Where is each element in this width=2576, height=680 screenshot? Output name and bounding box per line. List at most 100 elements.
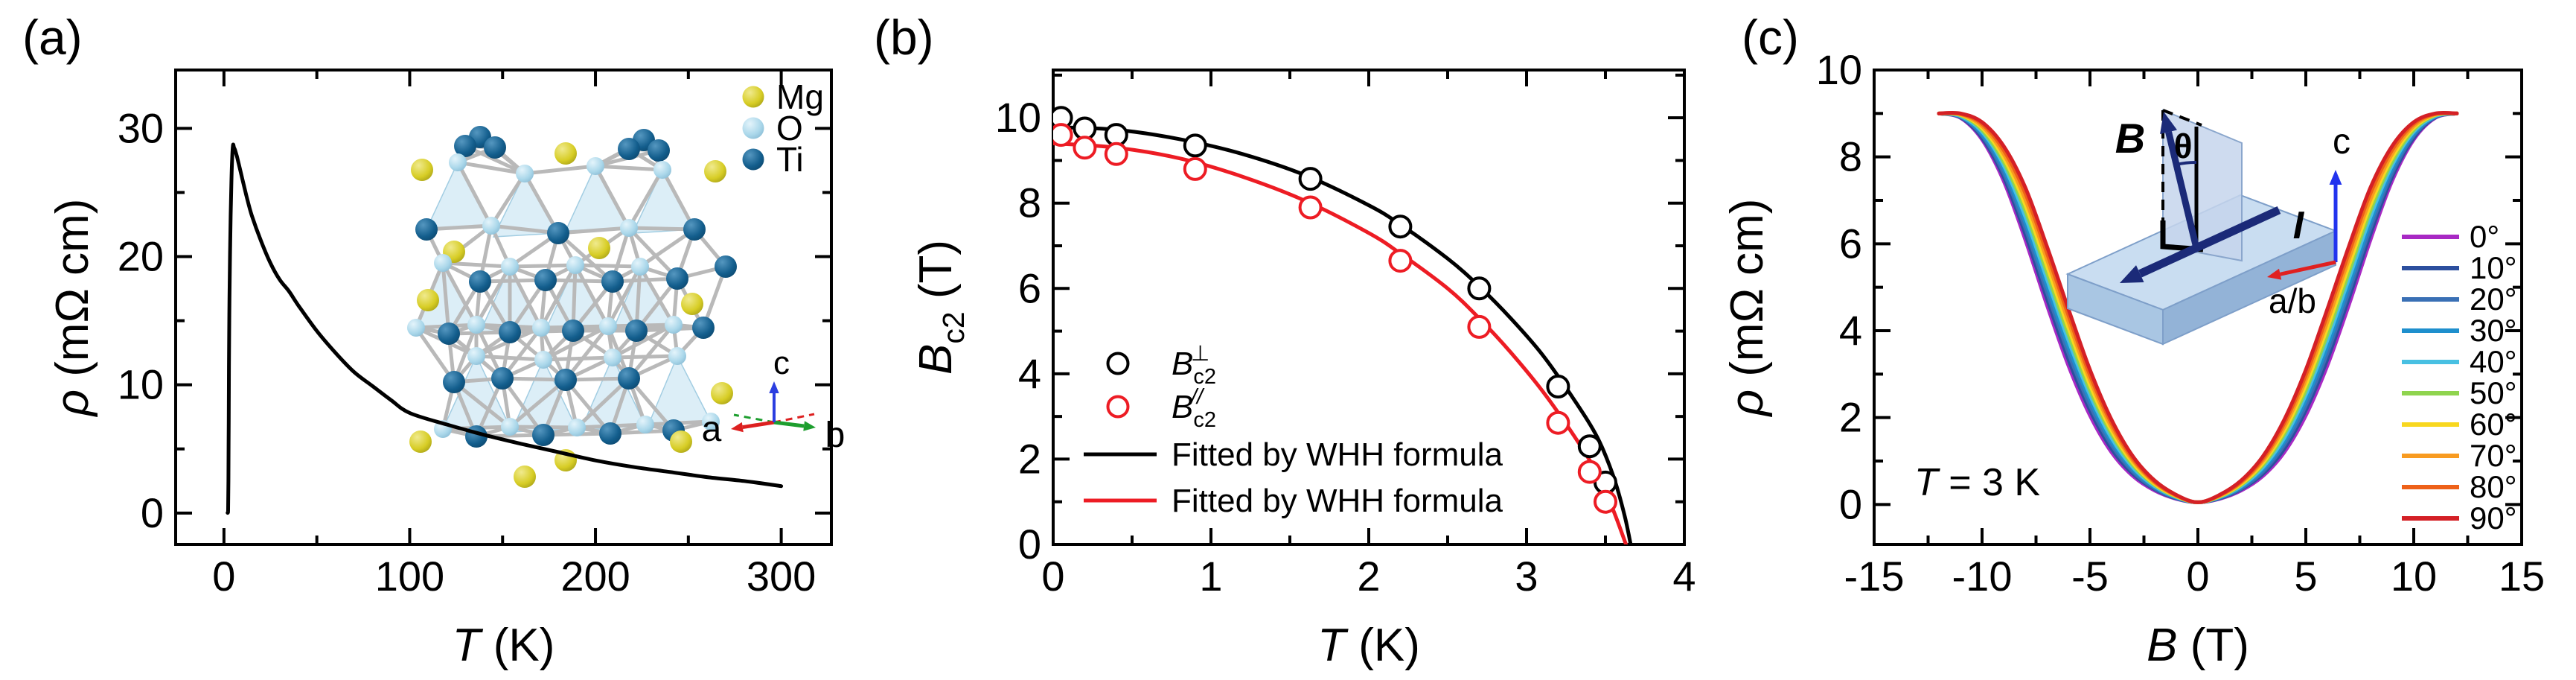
Bc2-perp-data-point: [1546, 375, 1570, 398]
Bc2-par-data-points: [1053, 123, 1617, 514]
atom-O: [467, 316, 485, 334]
c-x-tick-label: -15: [1844, 553, 1905, 600]
atom-O: [702, 413, 720, 430]
bc2-legend: Bc2⊥Bc2// Fitted by WHH formula Fitted by …: [1084, 342, 1503, 519]
b-y-tick-label: 0: [1018, 521, 1041, 568]
Bc2-par-data-point: [1053, 123, 1073, 147]
atom-O: [620, 219, 638, 237]
atom-Ti: [625, 320, 648, 342]
atom-O: [665, 316, 683, 334]
atom-Ti: [547, 222, 569, 244]
atom-Ti: [618, 367, 640, 390]
atom-Ti: [532, 424, 554, 446]
atom-O: [516, 165, 534, 182]
panel-c-label: (c): [1742, 10, 1799, 65]
panel-b: (b) 0 1 2 3 4 0 2 4 6 8 10 T (K) Bc2 (T) Bc2⊥ Bc2// Fit…: [856, 0, 1719, 680]
c-axis-label: c: [2333, 122, 2350, 162]
c-axis-label: c: [773, 345, 790, 381]
b-x-tick-label: 1: [1199, 553, 1222, 600]
ab-axis-label: a/b: [2269, 282, 2316, 320]
b-x-axis-label: T (K): [1317, 620, 1420, 671]
atom-Ti: [666, 267, 688, 290]
atom-Ti: [554, 369, 577, 391]
Bc2-par-data-point: [1388, 249, 1413, 273]
atom-O: [599, 317, 617, 335]
legend-marker-Mg: [742, 86, 764, 108]
c-y-tick-label: 4: [1839, 307, 1862, 354]
a-y-axis-label: ρ (mΩ cm): [47, 199, 98, 418]
c-axis-arrow: [769, 381, 779, 422]
angle-legend: 0°10°20°30°40°50°60°70°80°90°: [2402, 219, 2517, 536]
atom-O: [566, 256, 584, 274]
c-y-tick-label: 8: [1839, 133, 1862, 180]
field-label: B: [2115, 115, 2145, 162]
Bc2-perp-data-point: [1298, 167, 1323, 191]
c-series: [1937, 110, 2459, 504]
a-x-tick-label: 200: [560, 553, 630, 600]
atom-Ti: [484, 136, 506, 159]
crystal-axes-indicator: a bc: [702, 345, 846, 455]
atom-Ti: [683, 218, 706, 241]
a-axis-arrow: [731, 420, 775, 433]
atom-Mg: [554, 142, 577, 165]
polyhedra: [415, 161, 712, 433]
legend-label-80°: 80°: [2470, 469, 2517, 504]
atom-O: [434, 254, 452, 272]
a-x-tick-label: 100: [375, 553, 444, 600]
a-x-tick-label: 300: [747, 553, 816, 600]
crystal-structure-inset: [407, 126, 737, 488]
rho-vs-T-curve: [226, 142, 784, 515]
a-y-tick-label: 10: [118, 361, 164, 408]
legend-label-Ti: Ti: [776, 140, 804, 179]
Bc2-par-data-point: [1073, 136, 1097, 160]
atom-Ti: [692, 317, 715, 339]
Bc2-par-data-point: [1577, 460, 1602, 484]
field-arrow: [2160, 112, 2200, 250]
atom-O: [653, 161, 671, 179]
legend-label-30°: 30°: [2470, 313, 2517, 348]
legend-entry-label: Fitted by WHH formula: [1172, 483, 1503, 519]
atom-Mg: [681, 293, 703, 315]
atom-O: [501, 258, 519, 276]
panel-a-label: (a): [22, 10, 83, 65]
atom-Mg: [588, 237, 610, 259]
atom-Ti: [454, 135, 476, 157]
angle-90-curve: [1937, 110, 2459, 504]
legend-label-Mg: Mg: [776, 77, 824, 116]
atom-Ti: [438, 322, 460, 345]
c-x-tick-label: -10: [1952, 553, 2013, 600]
a-tick-labels: 0 100 200 300 0 10 20 30: [118, 104, 816, 600]
b-ticks: [1052, 70, 1686, 546]
current-label: I: [2293, 204, 2305, 247]
legend-label-50°: 50°: [2470, 375, 2517, 410]
panel-c-chart: -15 -10 -5 0 5 10 15 0 2 4 6 8 10 B (T) ρ (mΩ cm) 0°10°…: [1722, 46, 2545, 671]
Bc2-perp-data-point: [1183, 133, 1207, 158]
legend-label-70°: 70°: [2470, 438, 2517, 473]
atom-Ti: [443, 371, 465, 393]
c-x-tick-label: 10: [2391, 553, 2437, 600]
panel-c: (c) -15 -10 -5 0 5 10 15 0 2 4 6 8 10 B (T) ρ (mΩ cm) 0…: [1719, 0, 2576, 680]
c-y-tick-label: 0: [1839, 480, 1862, 527]
atom-Mg: [411, 159, 433, 181]
c-y-tick-label: 6: [1839, 220, 1862, 267]
legend-label-40°: 40°: [2470, 344, 2517, 379]
theta-label: θ: [2174, 127, 2193, 165]
atom-O: [482, 217, 500, 235]
a-axis-label: a: [702, 410, 722, 449]
legend-label-10°: 10°: [2470, 250, 2517, 285]
atom-Mg: [670, 430, 692, 453]
legend-label-20°: 20°: [2470, 282, 2517, 317]
atom-Ti: [562, 320, 584, 342]
b-y-tick-label: 2: [1018, 435, 1041, 482]
Bc2-par-data-point: [1546, 410, 1570, 435]
legend-entry-label: Bc2⊥: [1172, 342, 1216, 389]
c-ticks: [1873, 69, 2523, 544]
Bc2-par-data-point: [1104, 142, 1128, 166]
b-axes: 0 1 2 3 4 0 2 4 6 8 10 T (K) Bc2 (T): [910, 69, 1696, 671]
b-series: [1053, 106, 1633, 544]
panel-a: (a) 0 100 200 300 0 10 20 30 T (K) ρ (mΩ cm) Mg O Ti…: [0, 0, 856, 680]
b-y-tick-label: 10: [995, 94, 1041, 141]
a-y-tick-label: 30: [118, 104, 164, 151]
legend-entry-label: Fitted by WHH formula: [1172, 436, 1503, 473]
